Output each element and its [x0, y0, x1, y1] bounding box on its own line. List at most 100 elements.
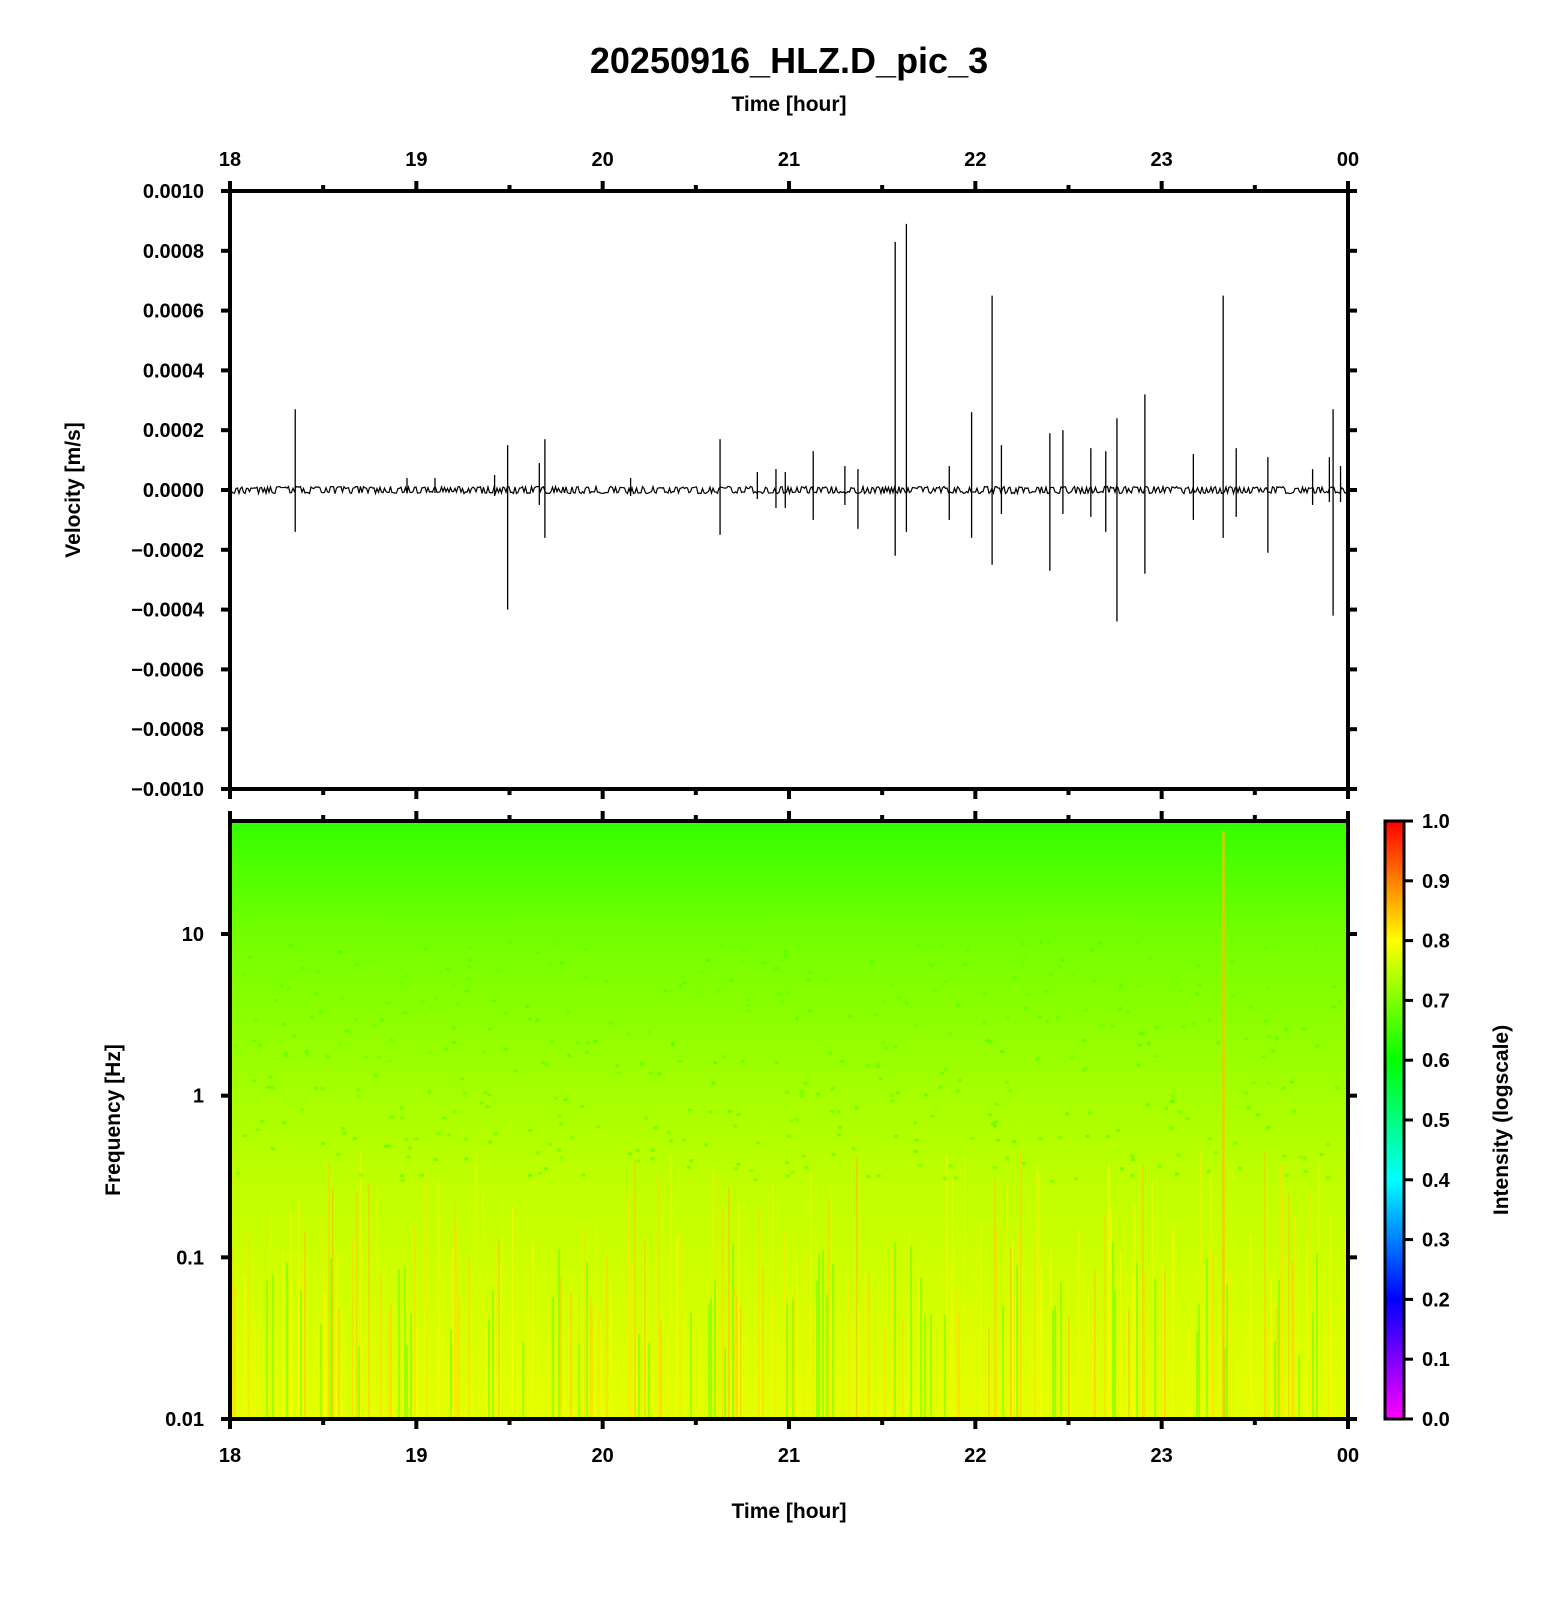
spectrogram-column: [1288, 1193, 1290, 1417]
spectrogram-column: [910, 1245, 912, 1417]
spectrogram-speckle: [1087, 1111, 1092, 1115]
spectrogram-speckle: [443, 1047, 448, 1051]
spectrogram-speckle: [507, 940, 512, 944]
spectrogram-speckle: [929, 963, 934, 967]
spectrogram-column: [1330, 1214, 1332, 1417]
spectrogram-speckle: [1097, 942, 1102, 946]
spectrogram-column: [332, 1189, 334, 1417]
top-x-tick-label: 23: [1151, 149, 1173, 171]
colorbar-tick-label: 0.7: [1422, 990, 1450, 1012]
spectrogram-column: [570, 1293, 572, 1417]
spectrogram-speckle: [491, 999, 496, 1003]
spectrogram-speckle: [785, 991, 790, 995]
spectrogram-speckle: [354, 1017, 359, 1021]
spectrogram-speckle: [306, 1053, 311, 1057]
spectrogram-column: [398, 1269, 400, 1417]
spectrogram-speckle: [992, 1166, 997, 1170]
spectrogram-speckle: [1177, 1110, 1182, 1114]
spectrogram-speckle: [503, 1048, 508, 1052]
spectrogram-speckle: [1332, 985, 1337, 989]
spectrogram-speckle: [918, 1163, 923, 1167]
spectrogram-speckle: [420, 1173, 425, 1177]
waveform-y-tick-label: 0.0004: [143, 360, 205, 382]
spectrogram-speckle: [830, 1087, 835, 1091]
spectrogram-speckle: [801, 1154, 806, 1158]
spectrogram-speckle: [881, 1041, 886, 1045]
spectrogram-speckle: [669, 989, 674, 993]
spectrogram-speckle: [1263, 1019, 1268, 1023]
spectrogram-speckle: [483, 1091, 488, 1095]
spectrogram-panel: [232, 823, 1346, 1417]
waveform-y-tick-label: 0.0010: [143, 181, 204, 203]
top-x-tick-label: 19: [405, 149, 427, 171]
spectrogram-speckle: [831, 1152, 836, 1156]
spectrogram-speckle: [933, 989, 938, 993]
spectrogram-texture: [232, 831, 1346, 1417]
spectrogram-column: [376, 1187, 378, 1417]
spectrogram-column: [804, 1252, 806, 1417]
spectrogram-column: [1060, 1282, 1062, 1417]
spectrogram-speckle: [650, 1156, 655, 1160]
spectrogram-speckle: [1281, 1086, 1286, 1090]
spectrogram-column: [404, 1267, 406, 1417]
spectrogram-speckle: [982, 992, 987, 996]
spectrogram-speckle: [616, 1071, 621, 1075]
spectrogram-speckle: [1083, 1008, 1088, 1012]
spectrogram-speckle: [420, 999, 425, 1003]
spectrogram-speckle: [1174, 982, 1179, 986]
spectrogram-speckle: [686, 1165, 691, 1169]
spectrogram-speckle: [746, 1009, 751, 1013]
spectrogram-speckle: [774, 966, 779, 970]
spectrogram-speckle: [1069, 1056, 1074, 1060]
spectrogram-speckle: [299, 1108, 304, 1112]
spectrogram-speckle: [233, 1044, 238, 1048]
spectrogram-speckle: [733, 1167, 738, 1171]
spectrogram-column: [320, 1324, 322, 1417]
spectrogram-speckle: [1120, 1167, 1125, 1171]
spectrogram-column: [1042, 1278, 1044, 1417]
spectrogram-speckle: [653, 1126, 658, 1130]
spectrogram-speckle: [1057, 1136, 1062, 1140]
spectrogram-column: [438, 1179, 440, 1417]
spectrogram-speckle: [1011, 1139, 1016, 1143]
spectrogram-speckle: [1196, 964, 1201, 968]
spectrogram-speckle: [1020, 942, 1025, 946]
spectrogram-speckle: [1298, 1155, 1303, 1159]
spectrogram-speckle: [1174, 1172, 1179, 1176]
spectrogram-speckle: [878, 1077, 883, 1081]
bottom-x-tick-label: 23: [1151, 1445, 1173, 1467]
spectrogram-speckle: [404, 1137, 409, 1141]
spectrogram-column: [630, 1262, 632, 1417]
spectrogram-column: [822, 1250, 824, 1417]
spectrogram-speckle: [1118, 983, 1123, 987]
spectrogram-speckle: [556, 1148, 561, 1152]
spectrogram-speckle: [357, 1094, 362, 1098]
spectrogram-speckle: [252, 1039, 257, 1043]
spectrogram-speckle: [993, 1124, 998, 1128]
spectrogram-speckle: [390, 1115, 395, 1119]
spectrogram-column: [1210, 1167, 1212, 1417]
spectrogram-column: [828, 1199, 830, 1417]
spectrogram-speckle: [579, 1104, 584, 1108]
colorbar-tick-label: 0.4: [1422, 1170, 1451, 1192]
spectrogram-column: [586, 1262, 588, 1417]
spectrogram-speckle: [1137, 1043, 1142, 1047]
spectrogram-column: [592, 1307, 594, 1417]
spectrogram-speckle: [851, 1147, 856, 1151]
spectrogram-speckle: [678, 984, 683, 988]
spectrogram-speckle: [794, 1118, 799, 1122]
spectrogram-column: [1006, 1182, 1008, 1417]
spectrogram-speckle: [1130, 1154, 1135, 1158]
spectrogram-column: [658, 1177, 660, 1417]
spectrogram-column: [718, 1299, 720, 1417]
spectrogram-column: [358, 1346, 360, 1417]
colorbar-tick-label: 0.0: [1422, 1409, 1450, 1431]
spectrogram-speckle: [1100, 1024, 1105, 1028]
spectrogram-column: [970, 1299, 972, 1417]
spectrogram-column: [1010, 1247, 1012, 1417]
spectrogram-speckle: [713, 1061, 718, 1065]
spectrogram-speckle: [1289, 1080, 1294, 1084]
spectrogram-y-axis-title: Frequency [Hz]: [102, 1044, 125, 1196]
spectrogram-speckle: [783, 954, 788, 958]
